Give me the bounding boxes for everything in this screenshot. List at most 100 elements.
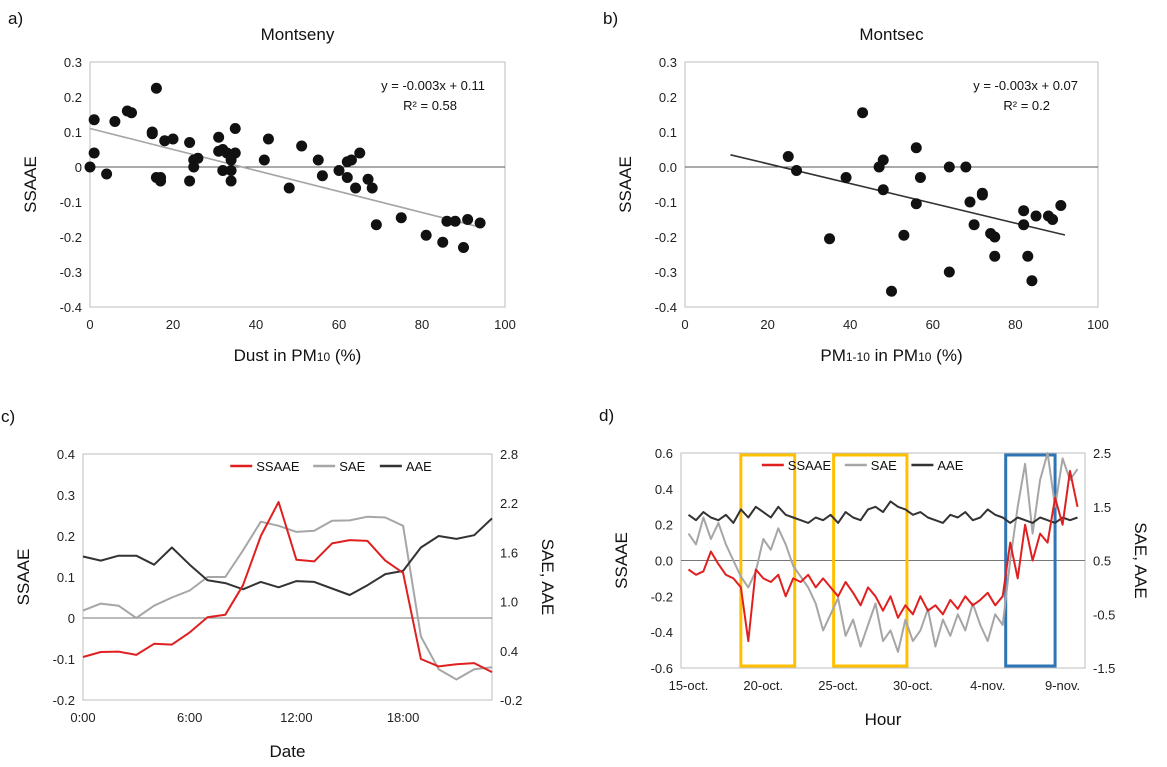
panel-1-x-axis-label: PM1-10 in PM10 (%) bbox=[820, 346, 962, 365]
panel-0-y-tick-label: -0.4 bbox=[60, 300, 82, 315]
panel-3-y-tick-label: -0.2 bbox=[651, 589, 673, 604]
panel-1-data-point bbox=[791, 165, 803, 176]
panel-0-x-tick-label: 40 bbox=[249, 317, 263, 332]
panel-1-data-point bbox=[840, 172, 852, 183]
panel-1-data-point bbox=[964, 196, 976, 208]
panel-3-y-tick-label: -0.6 bbox=[651, 661, 673, 676]
panel-1-y-tick-label: -0.1 bbox=[655, 195, 677, 210]
panel-0-equation: y = -0.003x + 0.11 bbox=[381, 78, 485, 93]
panel-1-x-tick-label: 100 bbox=[1087, 317, 1109, 332]
panel-2-x-tick-label: 6:00 bbox=[177, 710, 202, 725]
panel-2-plot-frame bbox=[82, 453, 493, 701]
panel-1-title: Montsec bbox=[859, 25, 924, 44]
panel-0-data-point bbox=[84, 161, 96, 173]
panel-2-y-tick-label: 0.4 bbox=[57, 447, 75, 462]
panel-0-data-point bbox=[341, 172, 353, 183]
panel-0-y-axis-label: SSAAE bbox=[21, 156, 40, 213]
panel-1-data-point bbox=[1022, 250, 1034, 262]
panel-1-data-point bbox=[943, 161, 955, 173]
panel-0-data-point bbox=[88, 114, 100, 126]
panel-3-x-tick-label: 9-nov. bbox=[1045, 678, 1080, 693]
panel-1-r-squared: R² = 0.2 bbox=[1003, 98, 1050, 113]
panel-2-x-tick-label: 18:00 bbox=[387, 710, 420, 725]
panel-0-data-point bbox=[350, 182, 362, 194]
panel-0-data-point bbox=[441, 215, 453, 227]
panel-0-data-point bbox=[449, 215, 461, 227]
panel-3-x-tick-label: 30-oct. bbox=[893, 678, 933, 693]
panel-0-data-point bbox=[225, 175, 237, 187]
panel-2-y-right-tick-label: 1.0 bbox=[500, 595, 518, 610]
panel-1-y-tick-label: 0.3 bbox=[659, 55, 677, 70]
panel-0-y-tick-label: -0.2 bbox=[60, 230, 82, 245]
panel-2-y-right-tick-label: 0.4 bbox=[500, 644, 518, 659]
panel-0-data-point bbox=[146, 128, 158, 140]
panel-1-data-point bbox=[976, 187, 988, 199]
panel-0-x-tick-label: 20 bbox=[166, 317, 180, 332]
panel-0-data-point bbox=[366, 182, 378, 194]
panel-3-highlight-box bbox=[1004, 453, 1057, 668]
panel-2-x-tick-label: 0:00 bbox=[70, 710, 95, 725]
panel-1-data-point bbox=[782, 151, 794, 162]
panel-0-data-point bbox=[370, 219, 382, 231]
panel-0-y-tick-label: -0.1 bbox=[60, 195, 82, 210]
panel-0-data-point bbox=[296, 140, 308, 152]
panel-1-y-tick-label: 0.1 bbox=[659, 125, 677, 140]
panel-0-data-point bbox=[345, 154, 357, 166]
panel-1-data-point bbox=[1018, 205, 1030, 217]
panel-2-legend-label-aae: AAE bbox=[406, 459, 432, 474]
panel-3-legend-label-ssaae: SSAAE bbox=[788, 458, 832, 473]
panel-3-y-tick-label: 0.0 bbox=[655, 554, 673, 569]
panel-3-y-tick-label: 0.6 bbox=[655, 446, 673, 461]
panel-0-trend-line bbox=[89, 127, 481, 228]
panel-3-y-right-axis-label: SAE, AAE bbox=[1131, 522, 1150, 599]
panel-3-y-tick-label: -0.4 bbox=[651, 625, 673, 640]
panel-0-y-tick-label: 0.3 bbox=[64, 55, 82, 70]
panel-1-equation: y = -0.003x + 0.07 bbox=[973, 78, 1078, 93]
panel-3-x-tick-label: 15-oct. bbox=[669, 678, 709, 693]
panel-0-title: Montseny bbox=[261, 25, 335, 44]
panel-1-data-point bbox=[989, 250, 1001, 262]
panel-2-y-tick-label: 0 bbox=[68, 611, 75, 626]
panel-0-data-point bbox=[167, 133, 179, 145]
panel-1-y-tick-label: 0.2 bbox=[659, 90, 677, 105]
panel-0-data-point bbox=[316, 170, 328, 182]
panel-3-legend-label-aae: AAE bbox=[937, 458, 963, 473]
panel-1-x-tick-label: 60 bbox=[926, 317, 940, 332]
panel-2-y-tick-label: -0.1 bbox=[53, 652, 75, 667]
panel-1-data-point bbox=[824, 233, 836, 245]
panel-0-data-point bbox=[101, 168, 113, 180]
panel-0-data-point bbox=[395, 212, 407, 224]
panel-0-x-tick-label: 80 bbox=[415, 317, 429, 332]
panel-1-x-tick-label: 40 bbox=[843, 317, 857, 332]
panel-3-x-tick-label: 4-nov. bbox=[970, 678, 1005, 693]
panel-3-y-right-tick-label: -0.5 bbox=[1093, 607, 1115, 622]
panel-0-data-point bbox=[333, 165, 345, 176]
panel-1-data-point bbox=[989, 231, 1001, 243]
panel-0-data-point bbox=[229, 123, 241, 134]
panel-1-data-point bbox=[1047, 214, 1059, 225]
panel-0-y-tick-label: 0.1 bbox=[64, 125, 82, 140]
panel-3-y-right-tick-label: 1.5 bbox=[1093, 500, 1111, 515]
panel-1-y-tick-label: -0.3 bbox=[655, 265, 677, 280]
panel-0-data-point bbox=[462, 214, 474, 225]
panel-3-y-right-tick-label: -1.5 bbox=[1093, 661, 1115, 676]
panel-0-plot-frame bbox=[89, 61, 506, 308]
panel-0-data-point bbox=[354, 147, 366, 159]
panel-1-panel-label: b) bbox=[603, 9, 618, 28]
panel-1-data-point bbox=[1055, 200, 1067, 211]
panel-2-legend-label-ssaae: SSAAE bbox=[256, 459, 300, 474]
panel-1-plot-frame bbox=[684, 61, 1099, 308]
panel-1-data-point bbox=[877, 154, 889, 166]
panel-0-data-point bbox=[126, 107, 137, 119]
panel-1-y-axis-label: SSAAE bbox=[616, 156, 635, 213]
panel-0-data-point bbox=[229, 147, 241, 159]
panel-2-x-axis-label: Date bbox=[270, 742, 306, 761]
panel-1-data-point bbox=[1030, 210, 1042, 222]
panel-2-x-tick-label: 12:00 bbox=[280, 710, 313, 725]
panel-3-y-right-tick-label: 0.5 bbox=[1093, 554, 1111, 569]
panel-3-x-tick-label: 20-oct. bbox=[743, 678, 783, 693]
panel-0-y-tick-label: 0 bbox=[75, 160, 82, 175]
panel-0-data-point bbox=[225, 165, 237, 176]
panel-2-y-right-axis-label: SAE, AAE bbox=[538, 539, 557, 616]
